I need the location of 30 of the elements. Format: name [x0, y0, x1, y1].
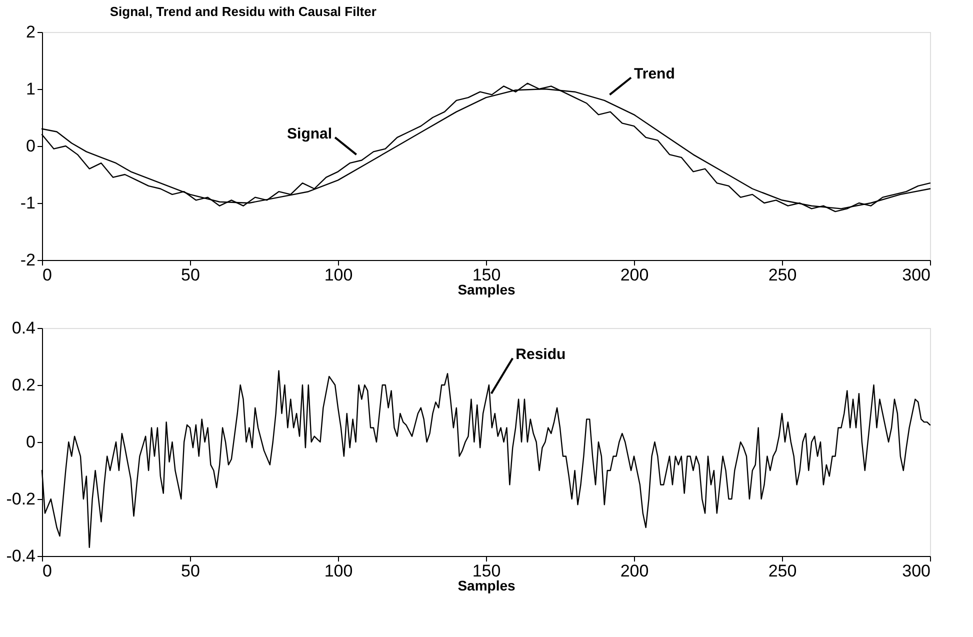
x-tick-label: 250	[768, 266, 797, 284]
y-tick-label: 0.2	[12, 376, 36, 394]
x-tick-label: 0	[42, 266, 52, 284]
x-tick-label: 150	[472, 562, 501, 580]
y-tick-label: 0	[26, 432, 36, 452]
y-tick-label: -0.4	[6, 546, 36, 566]
y-tick-label: -0.2	[6, 490, 36, 508]
series-label: Trend	[634, 66, 675, 83]
y-tick-label: 0.4	[12, 318, 36, 338]
y-tick-label: 1	[26, 80, 36, 98]
chart-title: Signal, Trend and Residu with Causal Filter	[110, 4, 376, 19]
x-tick-label: 100	[324, 562, 353, 580]
x-tick-label: 300	[902, 562, 930, 580]
x-tick-label: 50	[181, 562, 200, 580]
x-axis-title: Samples	[458, 578, 516, 594]
text: Residu	[516, 346, 566, 364]
x-tick-label: 250	[768, 562, 797, 580]
x-tick-label: 150	[472, 266, 501, 284]
x-tick-label: 0	[42, 562, 52, 580]
x-axis-title: Samples	[458, 282, 516, 298]
y-tick-label: -2	[20, 250, 36, 270]
x-tick-label: 100	[324, 266, 353, 284]
y-tick-label: 2	[26, 22, 36, 42]
y-tick-label: 0	[26, 136, 36, 156]
series-label: Signal	[287, 125, 332, 142]
y-tick-label: -1	[20, 194, 36, 212]
x-tick-label: 200	[620, 266, 649, 284]
x-tick-label: 200	[620, 562, 649, 580]
x-tick-label: 50	[181, 266, 200, 284]
x-tick-label: 300	[902, 266, 930, 284]
